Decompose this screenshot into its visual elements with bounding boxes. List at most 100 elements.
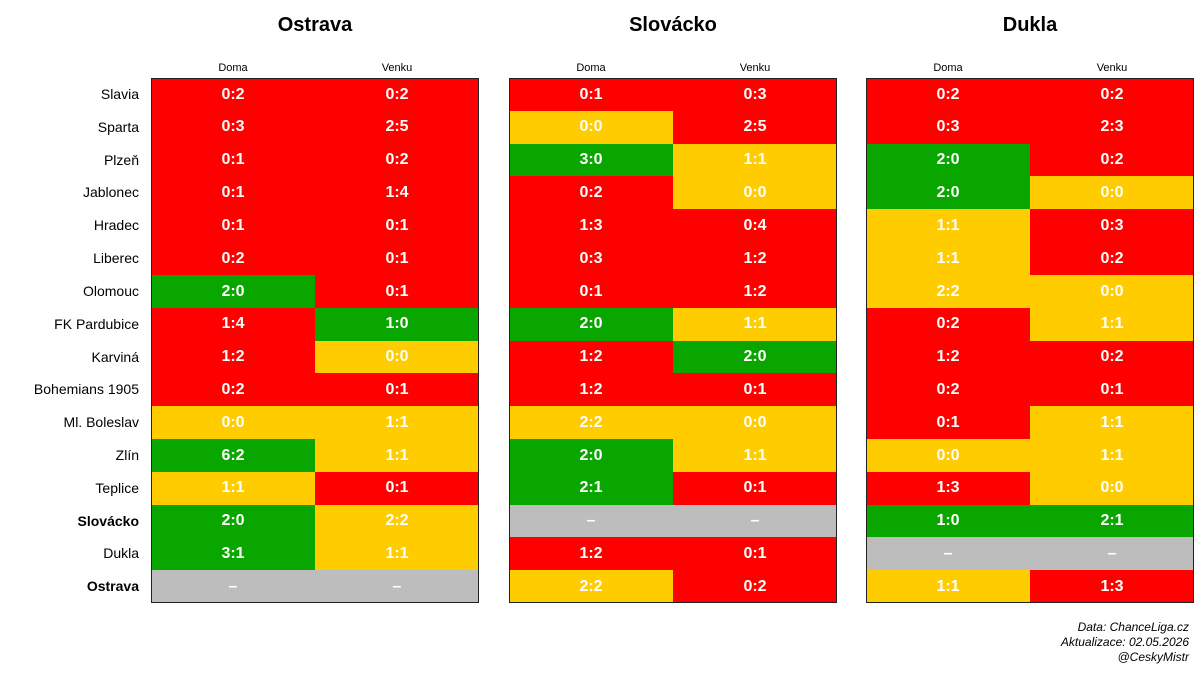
footer-updated: Aktualizace: 02.05.2026 [1060, 635, 1189, 649]
score-cell: 0:1 [673, 373, 836, 407]
score-cell: 0:0 [867, 438, 1030, 473]
score-cell: 0:2 [152, 242, 315, 276]
column-header: Doma [218, 62, 248, 74]
score-cell: – [152, 570, 315, 602]
score-cell: 0:2 [152, 79, 315, 112]
score-cell: 1:3 [510, 209, 673, 243]
score-cell: 0:0 [1030, 176, 1193, 210]
score-cell: 0:0 [673, 176, 836, 210]
score-cell: 2:1 [1030, 504, 1193, 538]
score-cell: 0:1 [510, 274, 673, 309]
score-cell: 0:4 [673, 209, 836, 243]
column-header: Venku [739, 62, 771, 74]
row-label: Zlín [115, 446, 139, 463]
score-cell: 0:1 [315, 373, 478, 407]
score-cell: 1:2 [673, 274, 836, 309]
score-cell: 0:2 [867, 79, 1030, 112]
score-cell: 0:0 [1030, 274, 1193, 309]
row-label: Ml. Boleslav [63, 414, 139, 431]
score-cell: 2:2 [510, 406, 673, 440]
row-label: Liberec [93, 250, 139, 267]
score-cell: 3:1 [152, 537, 315, 571]
score-cell: – [1030, 537, 1193, 571]
score-cell: 2:0 [510, 438, 673, 473]
panel-title: Dukla [1002, 14, 1058, 36]
row-label: Slavia [100, 86, 139, 102]
score-cell: 2:0 [152, 504, 315, 538]
score-cell: 2:2 [510, 570, 673, 602]
score-cell: 1:1 [673, 143, 836, 177]
footer-source: Data: ChanceLiga.cz [1077, 620, 1189, 634]
score-cell: 1:1 [867, 570, 1030, 602]
score-cell: 0:3 [152, 110, 315, 145]
score-cell: 1:3 [867, 471, 1030, 506]
score-cell: 2:1 [510, 471, 673, 506]
row-label: Teplice [95, 479, 139, 496]
score-cell: 0:2 [673, 570, 836, 602]
row-label: Dukla [103, 545, 139, 562]
score-cell: 2:0 [867, 143, 1030, 177]
score-cell: 1:1 [315, 438, 478, 473]
score-cell: 0:1 [152, 209, 315, 243]
score-cell: 2:5 [673, 110, 836, 145]
score-cell: 0:3 [673, 79, 836, 112]
score-cell: 1:4 [315, 176, 478, 210]
score-cell: 3:0 [510, 143, 673, 177]
panel-title: Ostrava [277, 14, 353, 36]
row-label: Jablonec [82, 184, 139, 201]
score-cell: 2:0 [510, 307, 673, 341]
score-cell: – [867, 537, 1030, 571]
score-cell: 0:0 [673, 406, 836, 440]
score-cell: 0:2 [867, 373, 1030, 407]
score-cell: 0:3 [1030, 209, 1193, 243]
score-cell: 2:2 [867, 274, 1030, 309]
score-cell: 0:1 [510, 79, 673, 112]
score-cell: 2:3 [1030, 110, 1193, 145]
row-label: Olomouc [82, 282, 139, 299]
row-label: Sparta [97, 118, 139, 135]
row-label: Ostrava [86, 578, 139, 595]
score-cell: 1:2 [510, 340, 673, 374]
column-header: Venku [1096, 62, 1128, 74]
score-cell: 0:2 [1030, 340, 1193, 374]
row-label: Slovácko [77, 512, 139, 529]
score-cell: 0:1 [315, 274, 478, 309]
row-label: Bohemians 1905 [33, 381, 139, 398]
score-cell: 0:0 [152, 406, 315, 440]
score-cell: 0:2 [867, 307, 1030, 341]
score-cell: 0:1 [673, 471, 836, 506]
score-cell: 0:3 [510, 242, 673, 276]
score-cell: 1:4 [152, 307, 315, 341]
score-cell: 1:1 [315, 537, 478, 571]
score-cell: – [315, 570, 478, 602]
row-label: Karviná [91, 348, 139, 365]
score-cell: 1:3 [1030, 570, 1193, 602]
column-header: Doma [576, 62, 606, 74]
score-cell: 0:1 [867, 406, 1030, 440]
results-grid: 0:1 0:0 3:0 0:2 1:3 0:3 0:1 2:0 1:2 1:2 2:2 2:0 2:1–… [509, 78, 837, 603]
footer: Data: ChanceLiga.cz Aktualizace: 02.05.2… [1061, 620, 1189, 665]
score-cell: 2:0 [152, 274, 315, 309]
score-cell: 0:0 [1030, 471, 1193, 506]
score-cell: 0:1 [315, 242, 478, 276]
score-cell: 0:0 [510, 110, 673, 145]
score-cell: 0:2 [1030, 79, 1193, 112]
score-cell: 1:0 [315, 307, 478, 341]
score-cell: 0:1 [315, 209, 478, 243]
row-label: FK Pardubice [54, 315, 139, 332]
row-label: Plzeň [103, 151, 139, 168]
column-header: Doma [933, 62, 963, 74]
score-cell: 1:2 [152, 340, 315, 374]
score-cell: 0:2 [510, 176, 673, 210]
score-cell: 1:2 [867, 340, 1030, 374]
score-cell: 1:1 [152, 471, 315, 506]
score-cell: – [510, 504, 673, 538]
score-cell: 0:1 [1030, 373, 1193, 407]
score-cell: 1:2 [673, 242, 836, 276]
score-cell: 0:2 [152, 373, 315, 407]
score-cell: 6:2 [152, 438, 315, 473]
score-cell: 0:1 [152, 143, 315, 177]
score-cell: 0:2 [1030, 143, 1193, 177]
score-cell: 0:3 [867, 110, 1030, 145]
score-cell: 0:2 [315, 79, 478, 112]
